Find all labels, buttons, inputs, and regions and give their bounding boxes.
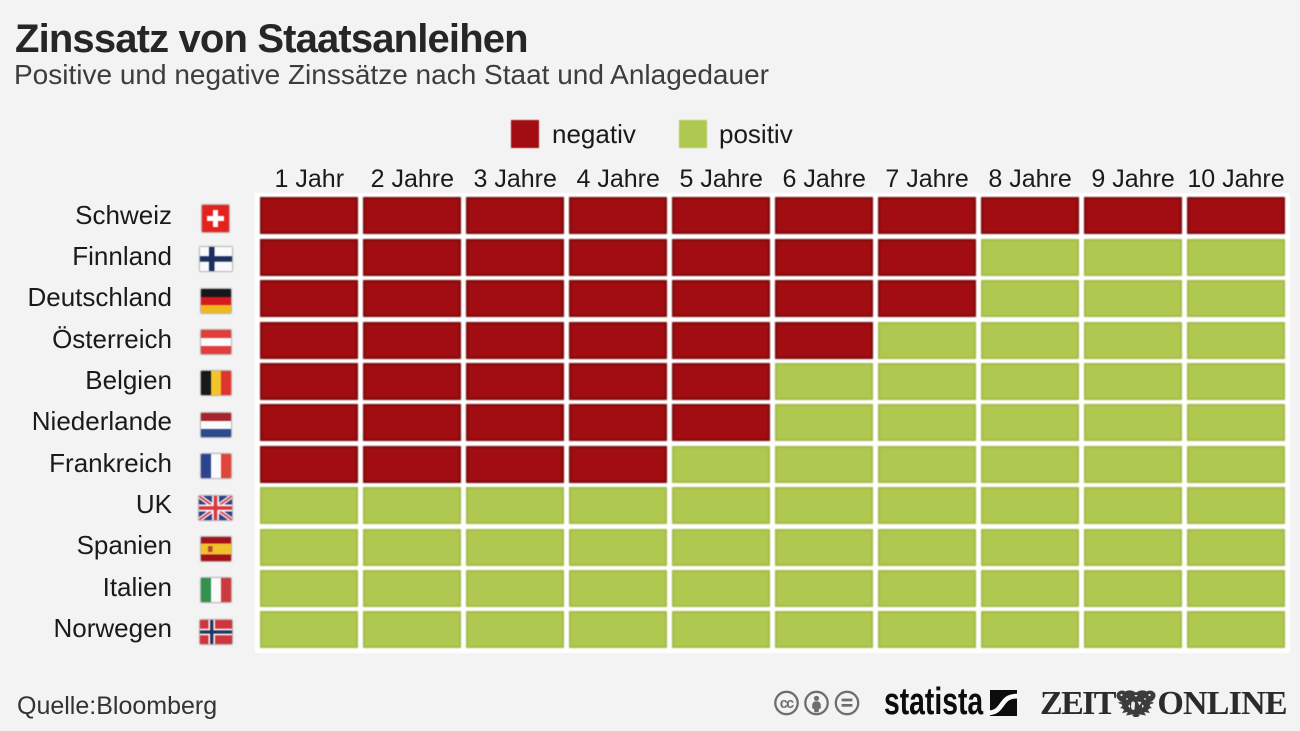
svg-text:cc: cc bbox=[780, 696, 794, 712]
